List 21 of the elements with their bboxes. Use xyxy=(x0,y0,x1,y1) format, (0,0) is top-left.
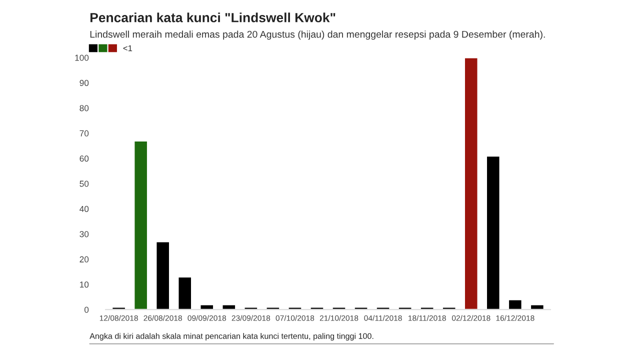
y-tick-label: 20 xyxy=(80,256,89,262)
bar xyxy=(177,276,192,310)
y-tick-label: 100 xyxy=(75,54,89,61)
bar xyxy=(155,240,170,310)
y-tick-label: 0 xyxy=(84,306,89,313)
y-tick-label: 70 xyxy=(80,130,89,136)
bar xyxy=(133,140,148,310)
bar xyxy=(486,155,501,310)
y-tick-label: 10 xyxy=(80,282,89,288)
y-tick-label: 50 xyxy=(80,180,89,187)
y-tick-label: 90 xyxy=(80,80,89,86)
y-tick-label: 80 xyxy=(80,105,89,112)
y-tick-label: 40 xyxy=(80,206,89,212)
y-tick-label: 60 xyxy=(80,156,89,162)
y-tick-label: 30 xyxy=(80,231,89,238)
legend-label: <1 xyxy=(123,45,132,52)
bar xyxy=(508,298,523,310)
text: Angka di kiri adalah skala minat pencarian kata kunci tertentu, paling tinggi 100. xyxy=(90,333,374,341)
bar xyxy=(464,56,479,310)
chart-title: Pencarian kata kunci "Lindswell Kwok" xyxy=(90,12,336,22)
chart-subtitle: Lindswell meraih medali emas pada 20 Agustus (hijau) dan menggelar resepsi pada 9 Desember (merah). xyxy=(90,30,545,40)
